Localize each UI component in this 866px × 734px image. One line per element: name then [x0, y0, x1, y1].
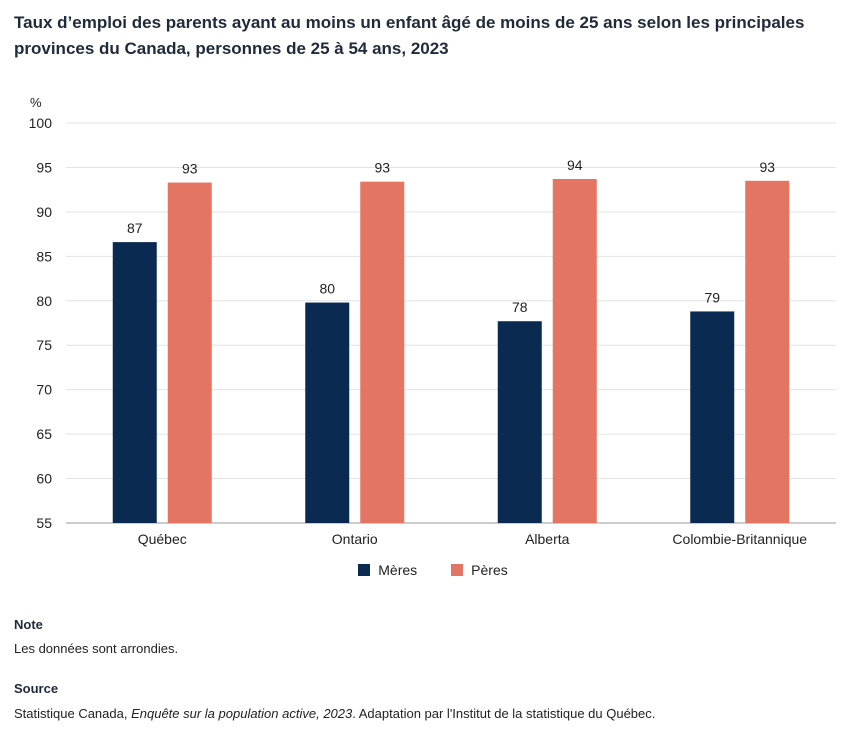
bar-peres	[552, 179, 597, 523]
legend-swatch-peres	[451, 564, 464, 576]
source-text: Statistique Canada, Enquête sur la popul…	[14, 706, 655, 721]
data-label: 87	[127, 220, 143, 236]
data-label: 93	[374, 160, 390, 176]
y-tick-label: 100	[29, 115, 53, 131]
legend-item-meres[interactable]: Mères	[358, 562, 417, 578]
y-tick-label: 65	[36, 426, 52, 442]
data-label: 79	[704, 289, 720, 305]
x-tick-label: Ontario	[332, 531, 378, 547]
legend-label-peres: Pères	[471, 562, 508, 578]
x-tick-label: Alberta	[525, 531, 570, 547]
bar-chart: % 100 95 90 85 80 75 70 65 60 55 87 93 Québec 80 93 Onta…	[29, 95, 836, 547]
x-tick-label: Colombie-Britannique	[672, 531, 807, 547]
x-tick-label: Québec	[138, 531, 187, 547]
legend-item-peres[interactable]: Pères	[451, 562, 508, 578]
source-survey-title: Enquête sur la population active, 2023	[131, 706, 353, 721]
data-label: 93	[759, 159, 775, 175]
y-tick-label: 75	[36, 337, 52, 353]
y-tick-label: 95	[36, 159, 52, 175]
source-prefix: Statistique Canada,	[14, 706, 132, 721]
bar-meres	[497, 321, 542, 523]
y-tick-label: 55	[36, 515, 52, 531]
data-label: 78	[512, 299, 528, 315]
legend: Mères Pères	[0, 562, 866, 578]
source-heading: Source	[14, 681, 59, 696]
y-tick-label: 80	[36, 293, 52, 309]
data-label: 80	[319, 281, 335, 297]
legend-label-meres: Mères	[378, 562, 418, 578]
legend-swatch-meres	[358, 564, 371, 576]
chart-title: Taux d’emploi des parents ayant au moins…	[14, 13, 805, 58]
bar-meres	[690, 311, 735, 523]
bar-peres	[745, 180, 790, 523]
data-label: 93	[182, 161, 198, 177]
data-label: 94	[567, 157, 583, 173]
y-tick-label: 90	[36, 204, 52, 220]
note-heading: Note	[14, 617, 43, 632]
y-tick-label: 70	[36, 382, 52, 398]
bar-meres	[305, 302, 350, 523]
bar-peres	[360, 181, 405, 523]
y-tick-label: 60	[36, 471, 52, 487]
note-text: Les données sont arrondies.	[14, 641, 179, 656]
y-tick-label: 85	[36, 248, 52, 264]
source-suffix: . Adaptation par l'Institut de la statis…	[352, 706, 656, 721]
bar-meres	[112, 242, 157, 523]
y-axis-unit-label: %	[30, 95, 42, 110]
bar-peres	[167, 182, 212, 524]
